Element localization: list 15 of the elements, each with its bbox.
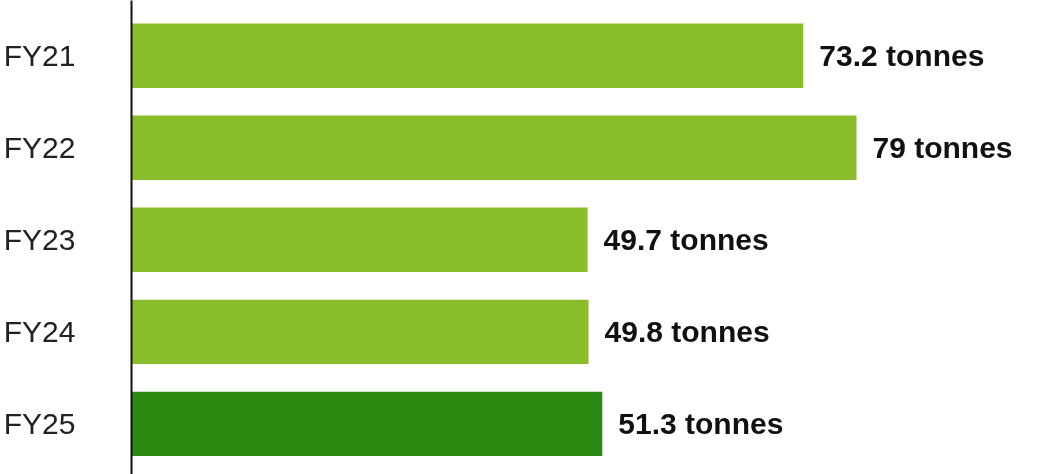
y-tick-label: FY24 <box>3 315 76 349</box>
data-label: 49.7 tonnes <box>603 223 769 257</box>
data-label: 49.8 tonnes <box>604 315 770 349</box>
bar <box>131 115 857 180</box>
bar <box>131 391 603 457</box>
bar <box>131 23 804 88</box>
data-label: 79 tonnes <box>872 131 1013 165</box>
y-tick-label: FY23 <box>3 223 76 257</box>
bar <box>131 207 588 273</box>
data-label: 73.2 tonnes <box>819 39 985 73</box>
data-label: 51.3 tonnes <box>618 407 784 441</box>
y-tick-label: FY21 <box>3 39 76 73</box>
y-tick-label: FY22 <box>3 131 76 165</box>
bar <box>131 299 589 365</box>
y-tick-label: FY25 <box>3 407 76 441</box>
